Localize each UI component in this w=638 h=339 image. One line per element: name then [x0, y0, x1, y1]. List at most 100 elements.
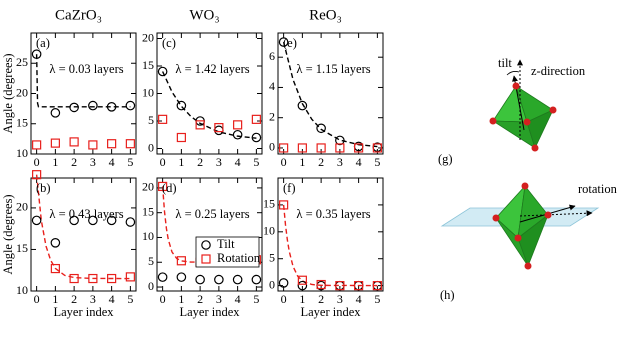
- x-tick-label: 5: [127, 292, 133, 306]
- rotation-marker: [297, 143, 307, 153]
- x-tick-label: 3: [90, 155, 96, 169]
- rotation-marker: [335, 281, 345, 291]
- rotation-marker: [107, 139, 117, 149]
- plot-frame: [277, 32, 384, 155]
- y-tick-label: 25: [16, 55, 28, 69]
- plot-frame: [156, 177, 263, 292]
- x-tick-label: 3: [337, 292, 343, 306]
- x-tick-label: 1: [178, 292, 184, 306]
- y-tick-label: 15: [16, 116, 28, 130]
- rotation-marker: [354, 281, 364, 291]
- rotation-marker: [214, 122, 224, 133]
- x-tick-label: 3: [216, 155, 222, 169]
- annotation: λ = 1.15 layers: [296, 62, 370, 76]
- x-tick-label: 4: [356, 292, 362, 306]
- oxygen: [524, 262, 532, 270]
- rotation-label: rotation: [578, 182, 618, 196]
- oxygen: [531, 144, 539, 152]
- y-tick-label: 4: [269, 79, 275, 93]
- x-tick-label: 0: [281, 155, 287, 169]
- column-title: CaZrO₃: [55, 7, 102, 23]
- x-tick-label: 0: [281, 292, 287, 306]
- x-axis-label: Layer index: [53, 305, 114, 319]
- y-tick-label: 15: [263, 197, 275, 211]
- y-tick-label: 5: [148, 113, 154, 127]
- rotation-marker: [32, 170, 42, 180]
- panel-label: (h): [440, 288, 455, 302]
- tilt-marker: [278, 278, 289, 288]
- rotation-marker: [233, 120, 243, 130]
- rotation-marker: [279, 200, 289, 210]
- x-tick-label: 3: [90, 292, 96, 306]
- legend-label: Rotation: [217, 251, 261, 265]
- x-tick-label: 1: [52, 155, 58, 169]
- oxygen: [512, 82, 520, 90]
- rotation-marker: [107, 273, 117, 284]
- y-tick-label: 5: [148, 254, 154, 268]
- tilt-marker: [50, 108, 61, 118]
- x-tick-label: 4: [235, 155, 241, 169]
- y-axis-label: Angle (degrees): [1, 194, 15, 274]
- x-tick-label: 1: [299, 155, 305, 169]
- tilt-marker: [176, 272, 187, 282]
- y-tick-label: 2: [269, 109, 275, 123]
- tilt-marker: [251, 132, 262, 143]
- rotation-marker: [69, 273, 79, 284]
- x-tick-label: 2: [71, 155, 77, 169]
- y-tick-label: 15: [16, 241, 28, 255]
- column-title: WO₃: [189, 7, 219, 23]
- x-tick-label: 5: [374, 292, 380, 306]
- oxygen: [514, 234, 522, 242]
- tilt-marker: [106, 102, 117, 112]
- y-tick-label: 0: [148, 279, 154, 293]
- rotation-marker: [125, 139, 135, 149]
- legend-marker: [201, 240, 211, 250]
- rotation-marker: [372, 143, 382, 153]
- x-tick-label: 2: [197, 155, 203, 169]
- oxygen: [549, 106, 557, 114]
- tilt-marker: [297, 100, 308, 111]
- direction-label: z-direction: [531, 64, 586, 78]
- x-tick-label: 0: [34, 292, 40, 306]
- x-tick-label: 0: [160, 155, 166, 169]
- x-tick-label: 5: [253, 155, 259, 169]
- fit-line: [282, 204, 378, 287]
- fit-line: [161, 186, 257, 263]
- tilt-marker: [88, 215, 98, 226]
- fit-line: [282, 41, 378, 148]
- y-tick-label: 6: [269, 49, 275, 63]
- panel-label: (a): [36, 36, 50, 50]
- rotation-marker: [50, 138, 60, 148]
- tilt-marker: [335, 135, 345, 146]
- y-tick-label: 15: [142, 58, 154, 72]
- y-tick-label: 20: [142, 180, 154, 194]
- tilt-marker: [157, 66, 168, 77]
- plot-frame: [30, 177, 137, 292]
- rotation-marker: [176, 256, 186, 266]
- y-tick-label: 20: [142, 30, 154, 44]
- y-tick-label: 0: [148, 140, 154, 154]
- x-tick-label: 1: [52, 292, 58, 306]
- x-tick-label: 5: [127, 155, 133, 169]
- annotation: λ = 0.03 layers: [49, 62, 123, 76]
- rotation-marker: [316, 143, 326, 153]
- annotation: λ = 0.25 layers: [175, 207, 249, 221]
- diagram-h: rotation (h): [440, 182, 618, 302]
- tilt-marker: [88, 100, 98, 111]
- y-tick-label: 15: [142, 204, 154, 218]
- x-axis-label: Layer index: [300, 305, 361, 319]
- tilt-marker: [125, 100, 136, 111]
- x-tick-label: 4: [356, 155, 362, 169]
- rotation-marker: [88, 140, 98, 150]
- x-tick-label: 5: [374, 155, 380, 169]
- y-tick-label: 5: [269, 250, 275, 264]
- x-tick-label: 4: [109, 292, 115, 306]
- tilt-marker: [251, 274, 262, 285]
- y-tick-label: 10: [16, 146, 28, 160]
- fit-line: [35, 174, 131, 280]
- plot-frame: [30, 32, 137, 155]
- oxygen: [523, 118, 531, 126]
- panel-label: (c): [162, 36, 176, 50]
- y-tick-label: 10: [16, 283, 28, 297]
